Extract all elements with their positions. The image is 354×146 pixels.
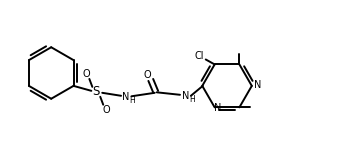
Text: N: N xyxy=(253,80,261,90)
Text: S: S xyxy=(93,85,100,98)
Text: O: O xyxy=(82,69,90,79)
Text: H: H xyxy=(189,95,195,104)
Text: N: N xyxy=(215,103,222,113)
Text: Cl: Cl xyxy=(194,51,204,61)
Text: H: H xyxy=(130,96,135,105)
Text: N: N xyxy=(122,92,130,102)
Text: N: N xyxy=(182,91,189,101)
Text: O: O xyxy=(144,70,152,80)
Text: O: O xyxy=(102,105,110,115)
